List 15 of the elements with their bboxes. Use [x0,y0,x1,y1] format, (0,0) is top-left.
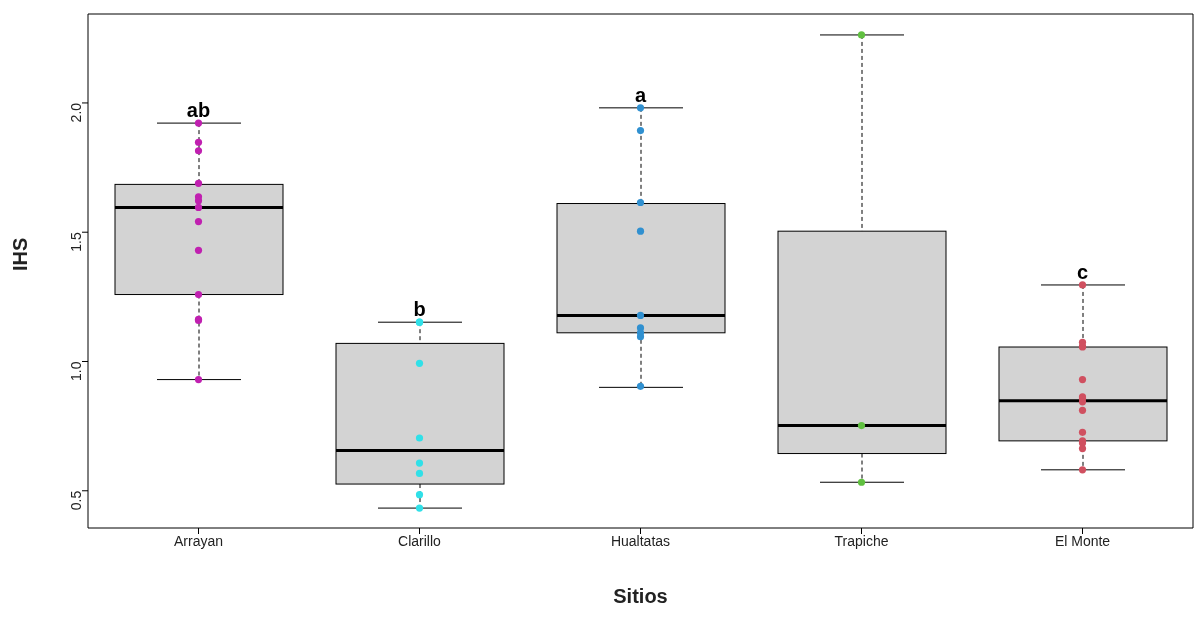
y-axis-title: IHS [9,237,32,271]
x-tick-label: Arrayan [173,532,224,549]
x-axis-title: Sitios [613,585,668,607]
x-tick-label: El Monte [1054,532,1111,549]
annotation: ab [186,99,211,122]
x-tick-label: Trapiche [834,532,889,549]
y-tick-label: 1.0 [67,361,84,381]
y-tick-label: 0.5 [67,490,84,511]
annotation: c [1076,260,1089,283]
y-tick-label: 1.5 [67,232,84,252]
x-tick-label: Clarillo [398,532,442,549]
annotation: a [634,83,647,106]
x-tick-label: Hualtatas [610,532,671,549]
y-tick-label: 2.0 [67,102,84,123]
annotation: b [413,298,426,321]
